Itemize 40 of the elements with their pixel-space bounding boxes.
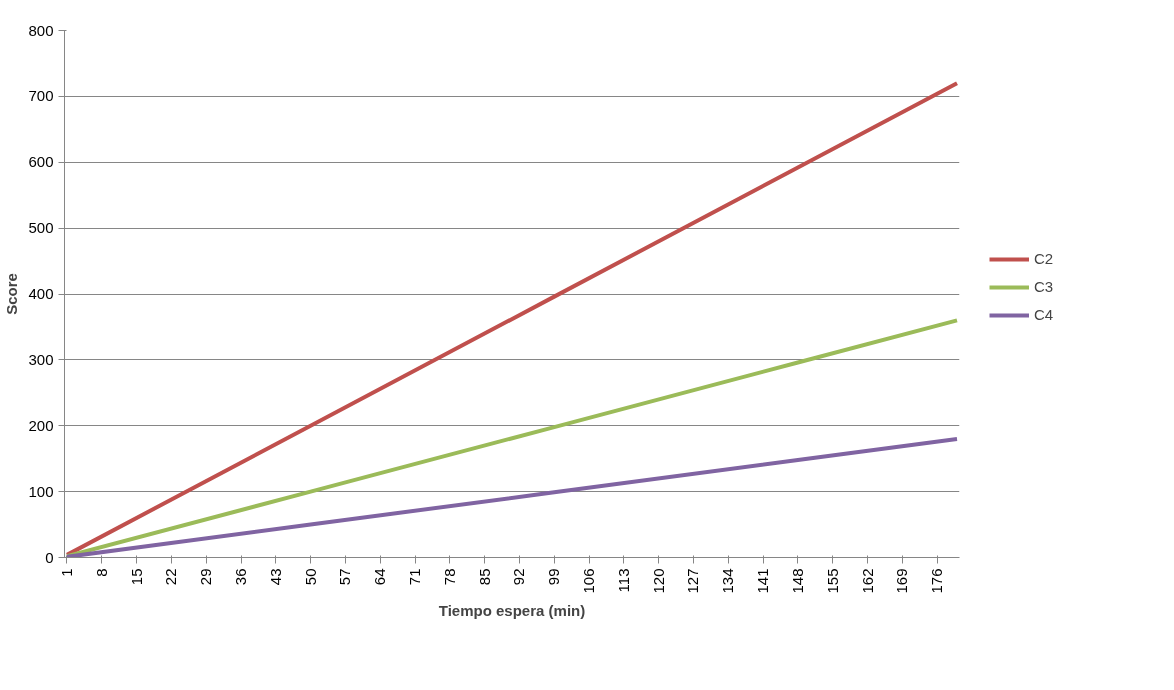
y-axis-title: Score — [3, 273, 21, 315]
x-tick-label: 36 — [232, 568, 250, 586]
x-tick-label: 64 — [371, 568, 389, 586]
y-tick-label: 700 — [28, 87, 54, 105]
x-axis-title: Tiempo espera (min) — [438, 601, 586, 619]
x-tick-label: 113 — [614, 568, 632, 593]
y-tick-label: 400 — [28, 285, 54, 302]
x-tick-label: 8 — [92, 568, 110, 577]
x-tick-label: 176 — [928, 568, 946, 594]
x-tick-label: 141 — [754, 568, 772, 594]
x-tick-label: 162 — [858, 568, 876, 594]
x-tick-label: 57 — [336, 568, 354, 586]
x-tick-label: 22 — [162, 568, 180, 586]
x-tick-label: 155 — [823, 568, 841, 594]
x-tick-label: 71 — [406, 568, 424, 586]
x-tick-label: 92 — [510, 568, 528, 586]
x-tick-label: 106 — [580, 568, 598, 594]
x-tick-label: 169 — [893, 568, 911, 594]
x-tick-label: 1 — [57, 568, 75, 577]
x-tick-label: 120 — [649, 568, 667, 594]
x-tick-label: 85 — [475, 568, 493, 586]
y-tick-label: 600 — [28, 153, 54, 171]
legend-label: C4 — [1034, 306, 1054, 323]
y-tick-label: 300 — [28, 350, 54, 368]
x-tick-label: 134 — [719, 568, 737, 594]
x-tick-label: 29 — [197, 568, 215, 586]
y-tick-label: 100 — [28, 482, 54, 500]
x-tick-label: 99 — [545, 568, 563, 586]
x-tick-label: 78 — [440, 568, 458, 586]
x-tick-label: 148 — [788, 568, 806, 594]
y-tick-label: 500 — [28, 219, 54, 237]
x-tick-label: 43 — [266, 568, 284, 586]
y-tick-label: 800 — [28, 21, 54, 39]
y-tick-label: 0 — [45, 548, 54, 566]
legend-label: C3 — [1034, 278, 1054, 295]
y-tick-label: 200 — [28, 416, 54, 434]
x-tick-label: 50 — [301, 568, 319, 586]
x-tick-label: 15 — [127, 568, 145, 586]
legend-label: C2 — [1034, 250, 1054, 267]
x-tick-label: 127 — [684, 568, 702, 594]
